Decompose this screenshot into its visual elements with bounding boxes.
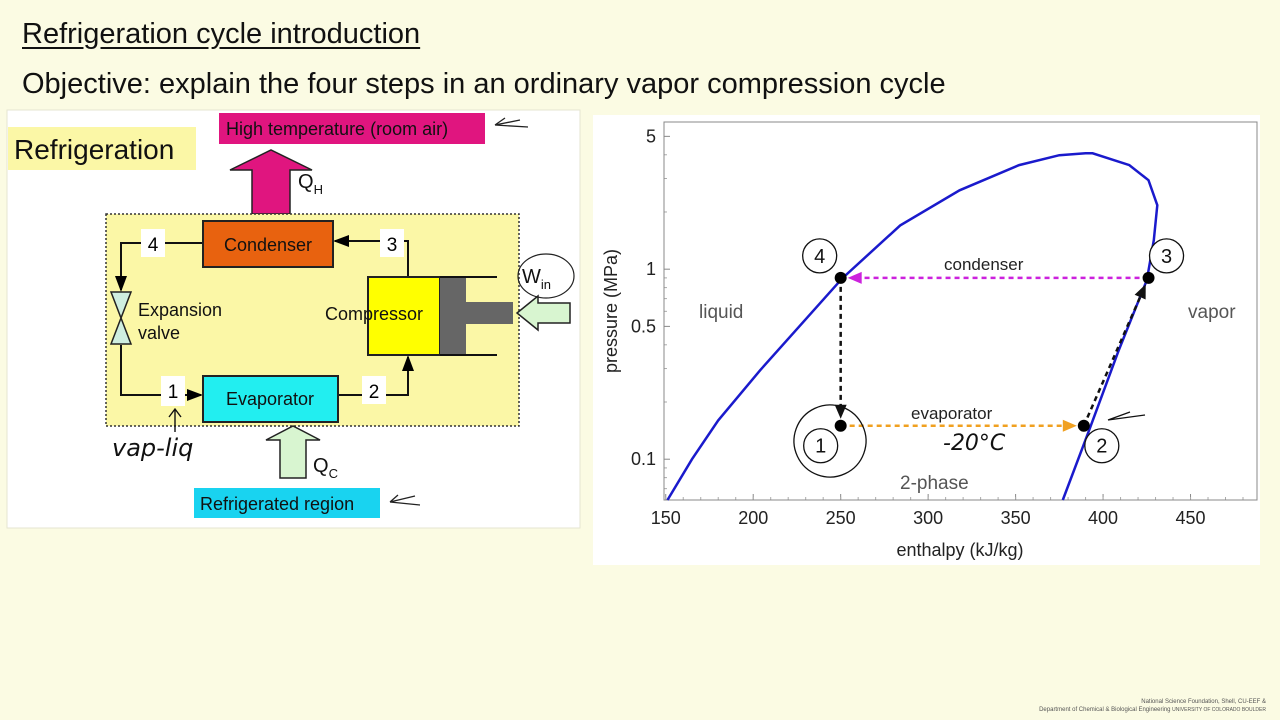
x-tick-label: 200 (738, 508, 768, 528)
condenser-label: Condenser (224, 235, 312, 255)
state-label-4: 4 (814, 246, 825, 268)
evaporator-label: Evaporator (226, 389, 314, 409)
handwritten-arrow-icon (1107, 411, 1146, 421)
chart-panel (593, 115, 1260, 565)
state-point-1 (834, 419, 847, 432)
x-tick-label: 250 (826, 508, 856, 528)
condenser-process-label: condenser (944, 255, 1024, 274)
slide-objective: Objective: explain the four steps in an … (22, 68, 946, 100)
handwritten-circle (793, 404, 867, 478)
region-label-2-phase: 2-phase (900, 473, 969, 494)
handwritten-vap-liq: vap-liq (112, 434, 193, 462)
evaporator-box (202, 375, 339, 423)
state-label-1: 1 (815, 436, 826, 458)
refrigeration-diagram: Refrigeration High temperature (room air… (6, 109, 581, 529)
handwritten-arrow-icon (389, 494, 421, 506)
state-circle-3 (1148, 238, 1185, 274)
refrigeration-heading: Refrigeration (14, 134, 174, 165)
piston-rod-icon (466, 302, 513, 324)
state-point-3 (1142, 271, 1155, 284)
heat-out-arrow-icon (229, 149, 313, 215)
state-point-2 (1077, 419, 1090, 432)
state-circle-2 (1084, 428, 1120, 464)
plot-frame (663, 121, 1258, 501)
x-tick-label: 150 (651, 508, 681, 528)
handwritten-arrow-icon (494, 117, 529, 128)
hot-region-label: High temperature (room air) (226, 119, 448, 139)
footer-credits: National Science Foundation, Shell, CU-E… (1039, 698, 1266, 714)
process-arrowhead-icon (847, 271, 862, 284)
cylinder-walls (440, 276, 497, 356)
handwritten-arrow-icon (168, 407, 182, 432)
process-arrowhead-icon (1062, 419, 1077, 432)
process-arrowhead-icon (1134, 284, 1146, 300)
x-tick-label: 300 (913, 508, 943, 528)
x-tick-label: 350 (1001, 508, 1031, 528)
state-3-label: 3 (387, 235, 398, 256)
condenser-box (202, 220, 334, 268)
x-tick-label: 450 (1176, 508, 1206, 528)
flow-line-4-valve (115, 242, 203, 292)
compressor-box (367, 276, 441, 356)
x-axis-label: enthalpy (kJ/kg) (896, 540, 1023, 560)
flow-line-3-condenser (333, 235, 409, 277)
state-label-2: 2 (1096, 436, 1107, 458)
region-label-vapor: vapor (1188, 302, 1236, 323)
compressor-label: Compressor (325, 304, 423, 324)
y-tick-label: 0.5 (631, 316, 656, 336)
piston-icon (440, 277, 466, 355)
state-4-label: 4 (148, 235, 159, 256)
work-in-label: Win (522, 266, 551, 292)
expansion-valve-label-2: valve (138, 323, 180, 343)
footer-line-2: Department of Chemical & Biological Engi… (1039, 707, 1266, 713)
footer-line-1: National Science Foundation, Shell, CU-E… (1141, 699, 1266, 705)
heat-in-arrow-icon (265, 425, 321, 479)
heat-in-label: QC (313, 455, 338, 481)
y-tick-label: 1 (646, 259, 656, 279)
slide-title: Refrigeration cycle introduction (22, 18, 421, 50)
refrigeration-heading-box (8, 127, 196, 170)
state-1-label: 1 (168, 382, 179, 403)
flow-line-2-compressor (338, 355, 414, 396)
y-tick-label: 0.1 (631, 449, 656, 469)
evaporator-process-label: evaporator (911, 404, 993, 423)
handwritten-temperature: -20°C (943, 431, 1006, 456)
handwritten-circle (517, 253, 575, 299)
y-tick-label: 5 (646, 126, 656, 146)
cold-region-box (194, 488, 380, 518)
state-point-4 (834, 271, 847, 284)
cold-region-label: Refrigerated region (200, 494, 354, 514)
state-label-3: 3 (1161, 246, 1172, 268)
hot-region-box (219, 113, 485, 144)
work-in-arrow-icon (515, 294, 571, 332)
process-line-2-3 (1082, 291, 1144, 427)
expansion-valve-icon (109, 291, 133, 345)
heat-out-label: QH (298, 171, 323, 197)
x-tick-label: 400 (1088, 508, 1118, 528)
region-label-liquid: liquid (699, 302, 743, 323)
expansion-valve-label-1: Expansion (138, 300, 222, 320)
university-logo: UNIVERSITY OF COLORADO BOULDER (1172, 707, 1266, 713)
state-labels: 4 3 1 2 (141, 229, 404, 406)
state-circle-4 (802, 238, 838, 274)
y-axis-label: pressure (MPa) (601, 249, 621, 373)
state-2-label: 2 (369, 382, 380, 403)
state-circle-1 (803, 428, 839, 464)
